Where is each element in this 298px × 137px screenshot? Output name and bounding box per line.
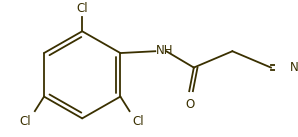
Text: NH: NH (156, 44, 174, 57)
Text: Cl: Cl (132, 115, 144, 128)
Text: Cl: Cl (76, 2, 88, 15)
Text: N: N (290, 61, 298, 74)
Text: O: O (186, 98, 195, 111)
Text: Cl: Cl (20, 115, 31, 128)
